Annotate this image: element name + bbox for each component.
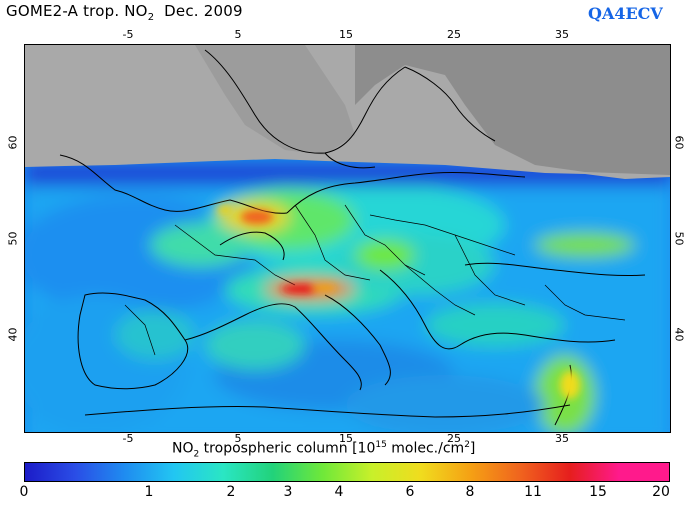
lon-tick-top: 25 [447,28,461,41]
no2-map [24,44,671,433]
coastlines [59,49,646,426]
lat-tick-right: 40 [672,327,686,342]
lon-tick-bottom: 5 [234,432,242,445]
colorbar-label: 6 [405,484,415,500]
colorbar-segment [421,463,471,481]
colorbar-label: 3 [283,484,293,500]
lat-tick-right: 60 [672,135,686,150]
lon-tick-bottom: 35 [555,432,569,445]
no2-field [25,155,670,432]
colorbar-segment [470,463,521,481]
lon-tick-top: 15 [339,28,353,41]
hotspots [217,205,580,399]
lon-tick-top: 35 [555,28,569,41]
map-title: GOME2-A trop. NO2 Dec. 2009 [6,2,243,23]
lon-tick-top: -5 [122,28,134,41]
colorbar-title: NO2 tropospheric column [1015 molec./cm2… [172,440,476,460]
colorbar-segment [272,463,323,481]
colorbar-segment [173,463,224,481]
colorbar-label: 2 [226,484,236,500]
colorbar-label: 4 [334,484,344,500]
colorbar-label: 8 [465,484,475,500]
colorbar-segment [74,463,125,481]
colorbar-segment [520,463,570,481]
lat-tick-left: 40 [6,327,20,342]
lon-tick-bottom: -5 [122,432,134,445]
no-data-land-scandinavia [195,45,355,155]
colorbar-label: 15 [589,484,607,500]
lat-tick-left: 60 [6,135,20,150]
colorbar-label: 11 [524,484,542,500]
colorbar-label: 20 [652,484,670,500]
brand-logo-text: QA4ECV [588,4,663,23]
country-borders [124,204,626,356]
colorbar-segment [569,463,620,481]
colorbar [24,462,670,482]
lon-tick-bottom: 25 [447,432,461,445]
colorbar-segment [371,463,422,481]
lon-tick-top: 5 [234,28,242,41]
lat-tick-right: 50 [672,231,686,246]
map-graphic [25,45,670,432]
colorbar-segment [124,463,174,481]
colorbar-segment [25,463,75,481]
lon-tick-bottom: 15 [339,432,353,445]
colorbar-segment [322,463,372,481]
colorbar-segment [619,463,669,481]
no-data-land [355,45,670,175]
colorbar-segment [223,463,273,481]
lat-tick-left: 50 [6,231,20,246]
colorbar-label: 0 [19,484,29,500]
colorbar-label: 1 [144,484,154,500]
